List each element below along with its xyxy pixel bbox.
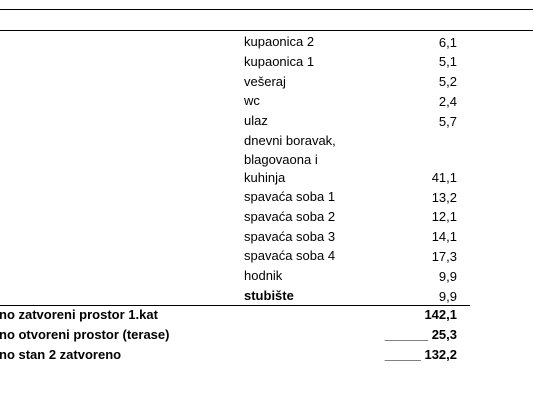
rule (0, 305, 470, 306)
room-name: spavaća soba 1 (244, 189, 336, 204)
room-name: vešeraj (244, 73, 286, 89)
room-area: 6,1 (438, 34, 457, 50)
total-value: 142,1 (424, 307, 457, 322)
room-area: 14,1 (431, 229, 457, 245)
rule (0, 9, 533, 10)
room-area: 17,3 (431, 248, 457, 264)
room-name: dnevni boravak, blagovaona i kuhinja (244, 133, 336, 185)
total-label: no stan 2 zatvoreno (0, 346, 122, 362)
room-name: spavaća soba 3 (244, 228, 336, 244)
room-name: kupaonica 1 (244, 53, 315, 69)
total-value: ______ 25,3 (384, 326, 457, 342)
room-name: hodnik (244, 268, 283, 284)
room-area: 41,1 (431, 169, 457, 185)
room-area: 9,9 (438, 268, 457, 284)
room-name: wc (244, 93, 260, 109)
total-label: no zatvoreni prostor 1.kat (0, 307, 158, 322)
room-name: kupaonica 2 (244, 34, 315, 49)
room-name: stubište (244, 288, 294, 303)
room-area: 9,9 (438, 288, 457, 304)
total-value: _____ 132,2 (384, 346, 457, 362)
room-area: 13,2 (431, 189, 457, 205)
room-area: 2,4 (438, 93, 457, 109)
room-name: ulaz (244, 113, 268, 129)
rule (0, 30, 533, 31)
room-area: 5,1 (438, 54, 457, 70)
room-area: 5,2 (438, 74, 457, 90)
total-label: no otvoreni prostor (terase) (0, 326, 170, 342)
room-area: 5,7 (438, 113, 457, 129)
room-name: spavaća soba 4 (244, 248, 336, 264)
room-area: 12,1 (431, 209, 457, 225)
room-name: spavaća soba 2 (244, 208, 336, 224)
